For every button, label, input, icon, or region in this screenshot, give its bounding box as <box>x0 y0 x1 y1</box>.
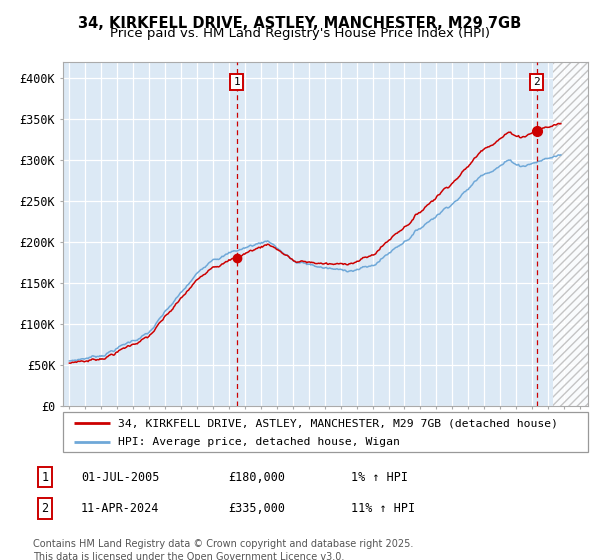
Text: £335,000: £335,000 <box>228 502 285 515</box>
Text: 1: 1 <box>41 470 49 484</box>
Text: 01-JUL-2005: 01-JUL-2005 <box>81 470 160 484</box>
Text: 2: 2 <box>533 77 540 87</box>
Text: 34, KIRKFELL DRIVE, ASTLEY, MANCHESTER, M29 7GB (detached house): 34, KIRKFELL DRIVE, ASTLEY, MANCHESTER, … <box>118 418 558 428</box>
Text: 1: 1 <box>233 77 240 87</box>
Text: 2: 2 <box>41 502 49 515</box>
Text: 11% ↑ HPI: 11% ↑ HPI <box>351 502 415 515</box>
Text: £180,000: £180,000 <box>228 470 285 484</box>
Text: 1% ↑ HPI: 1% ↑ HPI <box>351 470 408 484</box>
Text: Contains HM Land Registry data © Crown copyright and database right 2025.
This d: Contains HM Land Registry data © Crown c… <box>33 539 413 560</box>
Text: 34, KIRKFELL DRIVE, ASTLEY, MANCHESTER, M29 7GB: 34, KIRKFELL DRIVE, ASTLEY, MANCHESTER, … <box>79 16 521 31</box>
Text: 11-APR-2024: 11-APR-2024 <box>81 502 160 515</box>
Text: HPI: Average price, detached house, Wigan: HPI: Average price, detached house, Wiga… <box>118 437 400 446</box>
Text: Price paid vs. HM Land Registry's House Price Index (HPI): Price paid vs. HM Land Registry's House … <box>110 27 490 40</box>
